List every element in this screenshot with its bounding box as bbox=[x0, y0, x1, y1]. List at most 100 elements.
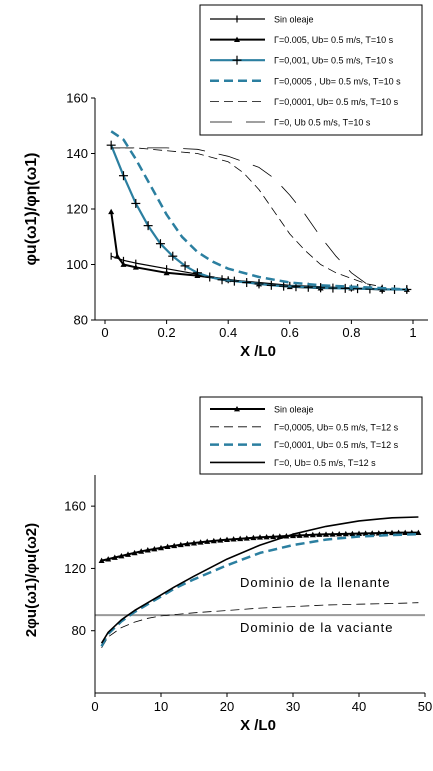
legend-entry: Sin oleaje bbox=[210, 405, 314, 415]
data-point bbox=[171, 542, 178, 549]
x-tick-label: 50 bbox=[418, 699, 432, 714]
y-tick-label: 100 bbox=[66, 257, 88, 272]
y-tick-label: 140 bbox=[66, 146, 88, 161]
legend-label: Sin oleaje bbox=[274, 15, 314, 25]
legend-top: Sin oleaje Γ=0.005, Ub= 0.5 m/s, T=10 s Γ=… bbox=[210, 15, 401, 128]
data-point bbox=[224, 536, 230, 543]
legend-label: Sin oleaje bbox=[274, 405, 314, 415]
legend-entry: Γ=0.005, Ub= 0.5 m/s, T=10 s bbox=[210, 35, 394, 45]
data-point bbox=[365, 284, 375, 294]
data-point bbox=[316, 531, 323, 537]
annotation-llenante: Dominio de la llenante bbox=[240, 575, 391, 590]
data-point bbox=[230, 536, 237, 542]
x-ticks-bottom: 0 10 20 30 40 50 bbox=[91, 693, 432, 714]
series-line bbox=[110, 130, 407, 291]
legend-bottom: Sin oleaje Γ=0,0005, Ub= 0.5 m/s, T=12 s Γ… bbox=[210, 405, 399, 468]
data-point bbox=[120, 261, 127, 267]
series-top bbox=[106, 130, 412, 294]
chart-top: Sin oleaje Γ=0.005, Ub= 0.5 m/s, T=10 s Γ=… bbox=[23, 4, 428, 360]
data-point bbox=[98, 557, 105, 564]
y-axis-label-top-text: φu(ω1)/φη(ω1) bbox=[23, 152, 40, 265]
data-point bbox=[163, 269, 170, 276]
data-point bbox=[118, 171, 128, 181]
data-point bbox=[375, 530, 382, 536]
legend-label: Γ=0,0005, Ub= 0.5 m/s, T=12 s bbox=[274, 422, 399, 432]
data-point bbox=[168, 251, 178, 261]
data-point bbox=[118, 552, 125, 559]
data-point bbox=[155, 239, 165, 249]
y-tick-label: 80 bbox=[72, 623, 86, 638]
x-tick-label: 0.2 bbox=[158, 325, 176, 340]
x-ticks-top: 0 0.2 0.4 0.6 0.8 1 bbox=[101, 320, 417, 340]
x-tick-label: 0 bbox=[91, 699, 98, 714]
data-point bbox=[254, 279, 264, 289]
legend-label: Γ=0,0001, Ub= 0.5 m/s, T=10 s bbox=[274, 97, 399, 107]
legend-marker bbox=[234, 406, 240, 412]
series-line bbox=[100, 516, 419, 644]
y-axis-label-top: φu(ω1)/φη(ω1) bbox=[23, 152, 40, 265]
series-4 bbox=[100, 516, 419, 644]
legend-label: Γ=0,0001, Ub= 0.5 m/s, T=12 s bbox=[274, 440, 399, 450]
series-line bbox=[100, 532, 419, 647]
legend-box-top bbox=[199, 4, 423, 136]
data-point bbox=[316, 283, 326, 293]
x-tick-label: 0 bbox=[101, 325, 108, 340]
x-tick-label: 10 bbox=[154, 699, 168, 714]
data-point bbox=[204, 538, 211, 544]
data-point bbox=[369, 530, 376, 536]
annotation-vaciante: Dominio de la vaciante bbox=[240, 620, 394, 635]
series-2 bbox=[101, 602, 419, 649]
series-6 bbox=[111, 147, 377, 288]
data-point bbox=[415, 529, 422, 536]
legend-entry: Γ=0, Ub= 0.5 m/s, T=12 s bbox=[210, 458, 376, 468]
series-4 bbox=[110, 130, 407, 291]
legend-entry: Γ=0,0001, Ub= 0.5 m/s, T=12 s bbox=[210, 440, 399, 450]
data-point bbox=[205, 272, 215, 282]
data-point bbox=[362, 530, 369, 536]
x-tick-label: 1 bbox=[409, 325, 416, 340]
data-point bbox=[309, 531, 316, 538]
legend-entry: Γ=0,0005, Ub= 0.5 m/s, T=12 s bbox=[210, 422, 399, 432]
data-point bbox=[243, 535, 250, 541]
legend-entry: Γ=0,0001, Ub= 0.5 m/s, T=10 s bbox=[210, 97, 399, 107]
x-axis-label-top: X /L0 bbox=[240, 343, 276, 360]
data-point bbox=[237, 535, 244, 542]
data-point bbox=[340, 283, 350, 293]
x-tick-label: 0.8 bbox=[342, 325, 360, 340]
x-tick-label: 30 bbox=[286, 699, 300, 714]
data-point bbox=[144, 547, 151, 553]
legend-label: Γ=0,001, Ub= 0.5 m/s, T=10 s bbox=[274, 56, 394, 66]
data-point bbox=[336, 531, 343, 537]
data-point bbox=[125, 551, 131, 557]
series-line bbox=[111, 147, 383, 288]
legend-entry: Γ=0,0005 , Ub= 0.5 m/s, T=10 s bbox=[210, 76, 401, 86]
data-point bbox=[349, 530, 356, 537]
y-tick-label: 160 bbox=[64, 499, 86, 514]
data-point bbox=[106, 140, 116, 150]
y-tick-label: 120 bbox=[64, 561, 86, 576]
legend-marker bbox=[232, 55, 242, 65]
series-1 bbox=[98, 529, 422, 564]
data-point bbox=[143, 221, 153, 231]
series-bottom bbox=[98, 516, 422, 649]
legend-entry: Sin oleaje bbox=[210, 15, 314, 25]
data-point bbox=[303, 532, 310, 538]
data-point bbox=[257, 534, 263, 540]
data-point bbox=[114, 253, 121, 259]
x-tick-label: 0.6 bbox=[281, 325, 299, 340]
chart-bottom: Sin oleaje Γ=0,0005, Ub= 0.5 m/s, T=12 s Γ… bbox=[23, 396, 432, 734]
data-point bbox=[323, 531, 329, 537]
data-point bbox=[151, 545, 158, 552]
series-5 bbox=[111, 147, 383, 288]
legend-label: Γ=0, Ub 0.5 m/s, T=10 s bbox=[274, 118, 371, 128]
data-point bbox=[111, 554, 118, 560]
data-point bbox=[131, 198, 141, 208]
data-point bbox=[402, 529, 409, 536]
data-point bbox=[296, 532, 303, 538]
legend-entry: Γ=0, Ub 0.5 m/s, T=10 s bbox=[210, 118, 371, 128]
data-point bbox=[217, 275, 227, 285]
data-point bbox=[328, 283, 338, 293]
data-point bbox=[108, 208, 115, 215]
data-point bbox=[329, 531, 336, 537]
